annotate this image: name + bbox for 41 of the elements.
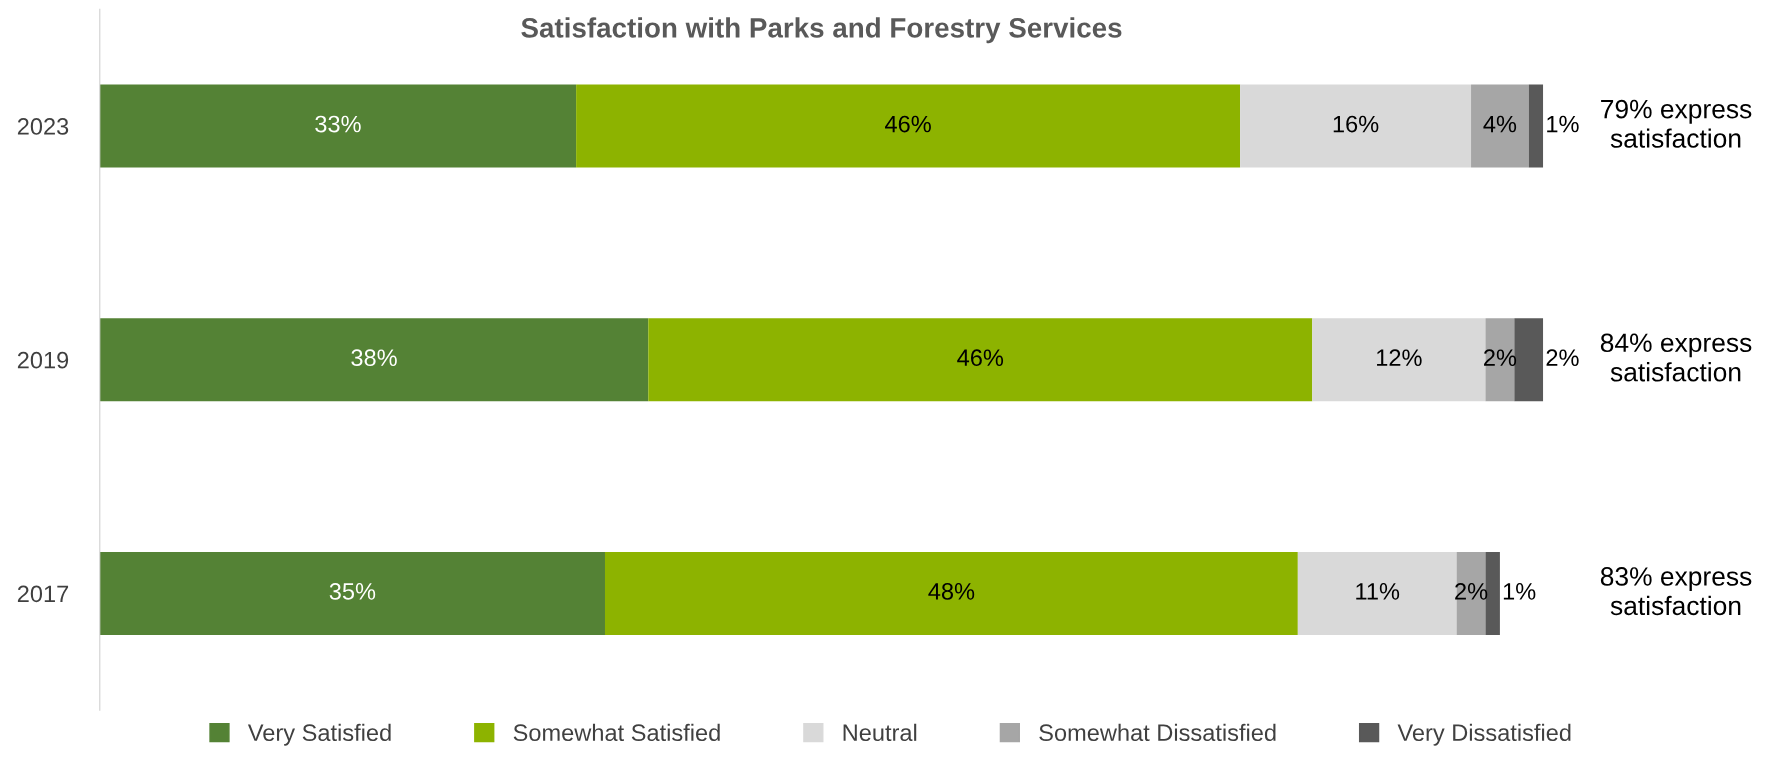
legend-label: Very Dissatisfied bbox=[1397, 723, 1571, 746]
data-label: 38% bbox=[351, 349, 397, 367]
bar bbox=[648, 318, 1313, 402]
y-tick-label: 2017 bbox=[17, 585, 69, 603]
text: 79% express satisfaction bbox=[1601, 99, 1752, 148]
legend-label: Neutral bbox=[843, 723, 917, 742]
data-label: 12% bbox=[1377, 349, 1422, 366]
bar bbox=[1240, 84, 1472, 168]
legend-label: Somewhat Dissatisfied bbox=[1039, 723, 1276, 742]
bar bbox=[1471, 84, 1529, 168]
bar bbox=[1297, 551, 1457, 635]
data-label: 2% bbox=[1455, 583, 1488, 600]
data-label: 33% bbox=[315, 115, 361, 133]
bar bbox=[99, 318, 649, 402]
data-label: 4% bbox=[1483, 115, 1517, 133]
bar bbox=[1456, 551, 1486, 635]
data-label: 1% bbox=[1547, 115, 1579, 133]
text: 84% express satisfaction bbox=[1600, 333, 1752, 382]
bar bbox=[1514, 318, 1544, 402]
bar bbox=[1485, 318, 1515, 402]
data-label: 11% bbox=[1356, 583, 1400, 600]
data-label: 48% bbox=[928, 583, 975, 600]
data-label: 46% bbox=[957, 349, 1004, 367]
text: 83% express satisfaction bbox=[1600, 567, 1752, 616]
data-label: 35% bbox=[329, 583, 376, 600]
bar bbox=[99, 551, 605, 635]
data-label: 2% bbox=[1484, 349, 1517, 366]
data-label: 46% bbox=[885, 115, 931, 133]
y-tick-label: 2019 bbox=[17, 351, 69, 369]
y-tick-label: 2023 bbox=[17, 118, 69, 135]
bar bbox=[576, 84, 1241, 168]
bar bbox=[604, 551, 1298, 635]
bar bbox=[99, 84, 577, 168]
legend-label: Somewhat Satisfied bbox=[513, 723, 720, 742]
legend-label: Very Satisfied bbox=[247, 723, 391, 746]
data-label: 2% bbox=[1546, 349, 1579, 366]
data-label: 16% bbox=[1333, 115, 1379, 133]
chart-title: Satisfaction with Parks and Forestry Services bbox=[521, 17, 1122, 44]
data-label: 1% bbox=[1503, 583, 1536, 600]
bar bbox=[1528, 84, 1544, 168]
bar bbox=[1312, 318, 1486, 402]
